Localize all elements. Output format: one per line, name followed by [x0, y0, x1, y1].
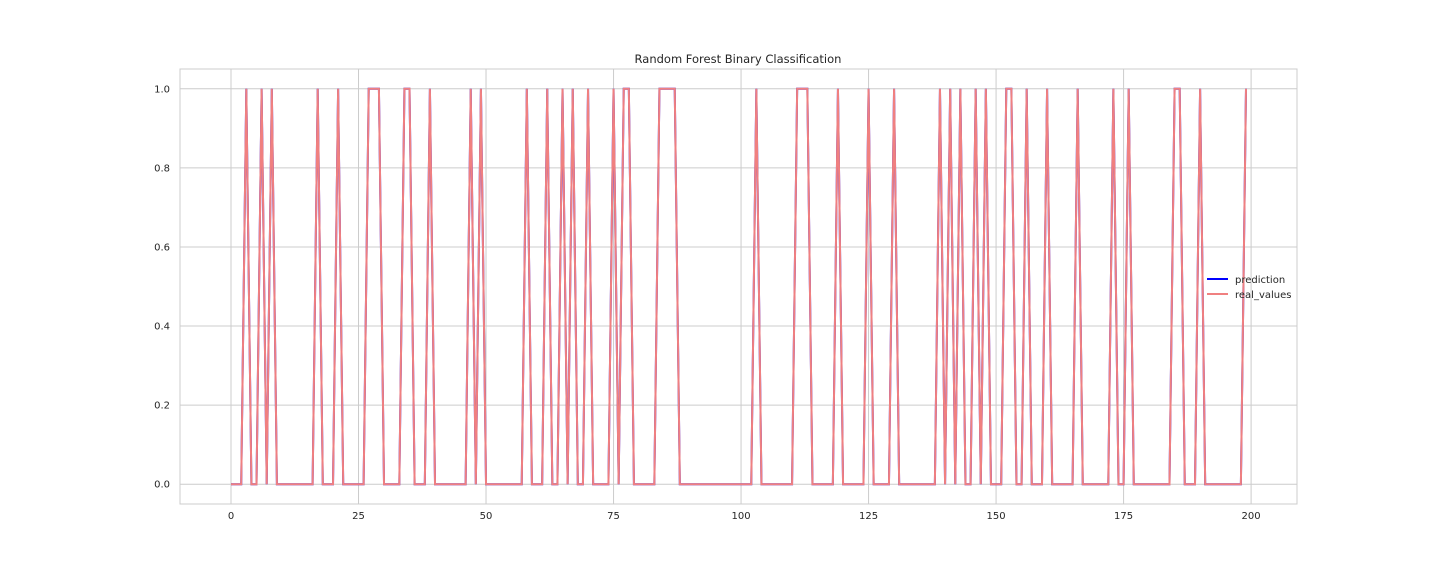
series-layer	[231, 87, 1247, 486]
y-tick-label: 1.0	[154, 84, 170, 95]
y-tick-label: 0.6	[154, 242, 170, 253]
y-tick-label: 0.8	[154, 163, 170, 174]
series-real-values-line	[231, 87, 1247, 486]
x-tick-label: 0	[228, 511, 234, 522]
chart-title: Random Forest Binary Classification	[635, 52, 842, 66]
plot-frame	[179, 68, 1298, 505]
x-tick-label: 100	[732, 511, 751, 522]
y-tick-label: 0.0	[154, 480, 170, 491]
x-tick-label: 75	[607, 511, 620, 522]
legend-label-real-values: real_values	[1235, 290, 1291, 301]
x-tick-label: 150	[987, 511, 1006, 522]
x-tick-label: 25	[352, 511, 365, 522]
x-tick-label: 175	[1114, 511, 1133, 522]
y-tick-label: 0.2	[154, 401, 170, 412]
x-tick-label: 50	[480, 511, 493, 522]
legend-label-prediction: prediction	[1235, 275, 1285, 286]
legend: prediction real_values	[1207, 275, 1291, 301]
x-tick-label: 200	[1242, 511, 1261, 522]
y-tick-label: 0.4	[154, 322, 170, 333]
x-tick-label: 125	[859, 511, 878, 522]
tick-labels: 0 25 50 75 100 125 150 175 200 0.0 0.2 0.4 0.6 0.8 1.0	[154, 84, 1261, 522]
